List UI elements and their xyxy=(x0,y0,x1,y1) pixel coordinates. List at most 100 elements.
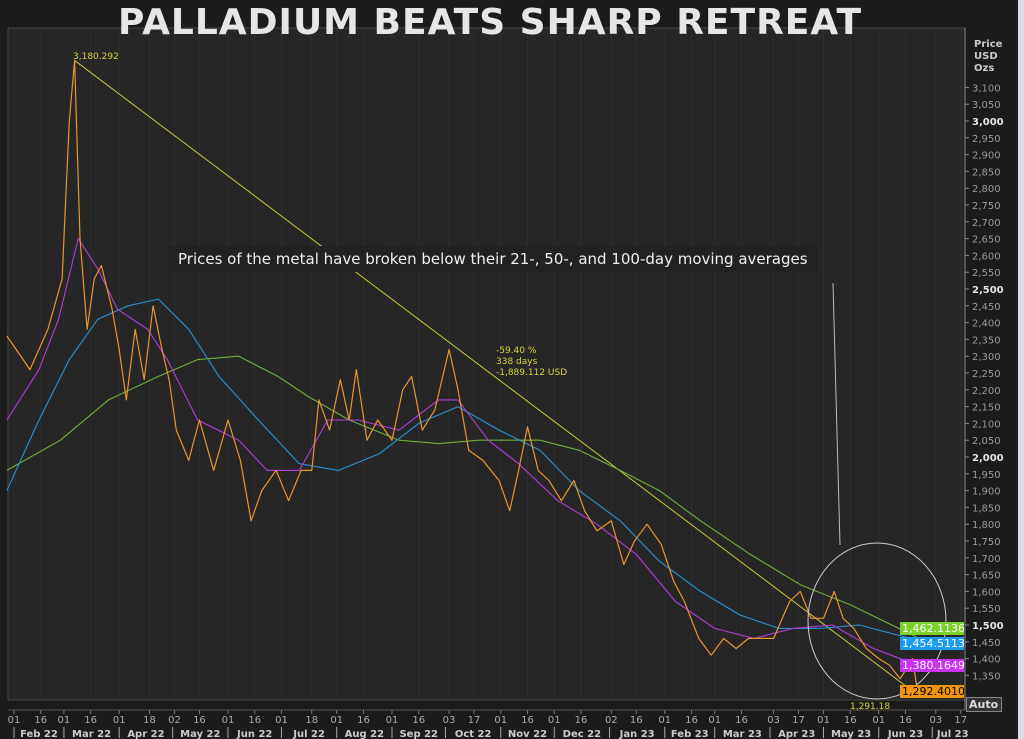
x-tick-label: 17 xyxy=(468,715,481,726)
month-label: Jul 23 xyxy=(936,729,969,739)
y-axis-title-2: USD xyxy=(974,51,998,62)
y-tick-label: 3,000 xyxy=(972,117,1004,128)
y-tick-label: 2,700 xyxy=(972,218,1001,229)
y-tick-label: 2,450 xyxy=(972,302,1001,313)
trendline xyxy=(74,60,919,696)
x-tick-label: 16 xyxy=(844,715,857,726)
x-ticks: 01 16 01 16 01 18 02 16 01 16 01 18 01 16 01 16 03 17 01 16… xyxy=(8,710,969,739)
last-value-tag: 1,454.5113 xyxy=(900,637,964,650)
y-tick-label: 1,400 xyxy=(972,655,1001,666)
month-label: Jan 23 xyxy=(619,729,655,739)
highlight-circle xyxy=(807,542,947,700)
month-label: Sep 22 xyxy=(399,729,438,739)
y-tick-label: 2,800 xyxy=(972,184,1001,195)
x-tick-label: 16 xyxy=(521,715,534,726)
x-tick-label: 01 xyxy=(548,715,561,726)
x-tick-label: 01 xyxy=(58,715,71,726)
y-tick-label: 2,550 xyxy=(972,268,1001,279)
y-tick-label: 3,050 xyxy=(972,100,1001,111)
y-tick-label: 1,700 xyxy=(972,554,1001,565)
last-value-tag: 1,462.1136 xyxy=(900,622,964,635)
y-tick-label: 2,900 xyxy=(972,151,1001,162)
month-label: Dec 22 xyxy=(563,729,601,739)
y-tick-label: 1,650 xyxy=(972,571,1001,582)
y-tick-label: 1,350 xyxy=(972,671,1001,682)
x-tick-label: 16 xyxy=(84,715,97,726)
x-tick-label: 01 xyxy=(817,715,830,726)
y-tick-label: 1,900 xyxy=(972,487,1001,498)
x-tick-label: 01 xyxy=(386,715,399,726)
month-label: Nov 22 xyxy=(508,729,547,739)
y-tick-label: 2,000 xyxy=(972,453,1004,464)
series-line-price xyxy=(6,59,919,696)
y-tick-label: 1,850 xyxy=(972,503,1001,514)
x-tick-label: 16 xyxy=(357,715,370,726)
x-tick-label: 16 xyxy=(575,715,588,726)
x-tick-label: 01 xyxy=(708,715,721,726)
month-label: Jun 22 xyxy=(236,729,272,739)
month-label: Feb 22 xyxy=(20,729,58,739)
x-tick-label: 17 xyxy=(792,715,805,726)
x-tick-label: 01 xyxy=(658,715,671,726)
y-tick-label: 2,350 xyxy=(972,335,1001,346)
trend-stat-days: 338 days xyxy=(496,357,538,367)
x-tick-label: 16 xyxy=(899,715,912,726)
x-tick-label: 18 xyxy=(305,715,318,726)
y-tick-label: 2,600 xyxy=(972,251,1001,262)
y-tick-label: 2,850 xyxy=(972,167,1001,178)
x-tick-label: 01 xyxy=(494,715,507,726)
month-label: Feb 23 xyxy=(671,729,709,739)
x-tick-label: 01 xyxy=(113,715,126,726)
x-tick-label: 16 xyxy=(685,715,698,726)
trend-stat-percent: -59.40 % xyxy=(496,346,537,356)
y-tick-label: 2,400 xyxy=(972,319,1001,330)
auto-scale-button[interactable]: Auto xyxy=(966,697,1002,712)
series-line-100-day-ma xyxy=(6,355,919,639)
last-value-tag: 1,380.1649 xyxy=(900,659,964,672)
x-tick-label: 16 xyxy=(248,715,261,726)
annotation-text: Prices of the metal have broken below th… xyxy=(168,246,818,272)
annotation-pointer xyxy=(832,282,841,546)
y-tick-label: 2,050 xyxy=(972,436,1001,447)
y-tick-label: 1,600 xyxy=(972,587,1001,598)
month-label: Oct 22 xyxy=(455,729,492,739)
x-tick-label: 16 xyxy=(34,715,47,726)
x-tick-label: 01 xyxy=(330,715,343,726)
x-tick-label: 01 xyxy=(275,715,288,726)
month-label: Jun 23 xyxy=(887,729,923,739)
x-tick-label: 01 xyxy=(8,715,21,726)
y-tick-label: 1,800 xyxy=(972,520,1001,531)
x-tick-label: 03 xyxy=(443,715,456,726)
y-tick-label: 1,450 xyxy=(972,638,1001,649)
month-label: Mar 22 xyxy=(72,729,111,739)
y-tick-label: 2,200 xyxy=(972,386,1001,397)
low-label: 1,291.18 xyxy=(850,702,890,712)
month-label: Jul 22 xyxy=(292,729,325,739)
y-tick-label: 2,150 xyxy=(972,403,1001,414)
x-tick-label: 01 xyxy=(222,715,235,726)
plot-area xyxy=(7,27,966,701)
y-axis-title-1: Price xyxy=(974,39,1003,50)
series-line-21-day-ma xyxy=(6,238,919,666)
x-tick-label: 03 xyxy=(929,715,942,726)
y-tick-label: 2,500 xyxy=(972,285,1004,296)
x-tick-label: 17 xyxy=(954,715,967,726)
x-tick-label: 16 xyxy=(630,715,643,726)
x-tick-label: 16 xyxy=(412,715,425,726)
y-tick-label: 1,950 xyxy=(972,470,1001,481)
window-edge xyxy=(1018,0,1024,739)
y-tick-label: 2,650 xyxy=(972,235,1001,246)
month-label: May 22 xyxy=(180,729,220,739)
y-tick-label: 2,750 xyxy=(972,201,1001,212)
y-ticks: 1,350 1,400 1,450 1,500 1,550 1,600 1,650 1,700… xyxy=(965,83,1004,682)
month-label: Apr 22 xyxy=(127,729,164,739)
month-label: Aug 22 xyxy=(345,729,384,739)
trend-stat-usd: -1,889.112 USD xyxy=(496,368,567,378)
y-tick-label: 2,300 xyxy=(972,352,1001,363)
month-label: Apr 23 xyxy=(778,729,815,739)
x-tick-label: 03 xyxy=(767,715,780,726)
chart-title: PALLADIUM BEATS SHARP RETREAT xyxy=(117,2,863,43)
y-tick-label: 2,250 xyxy=(972,369,1001,380)
peak-label: 3,180.292 xyxy=(73,52,119,62)
